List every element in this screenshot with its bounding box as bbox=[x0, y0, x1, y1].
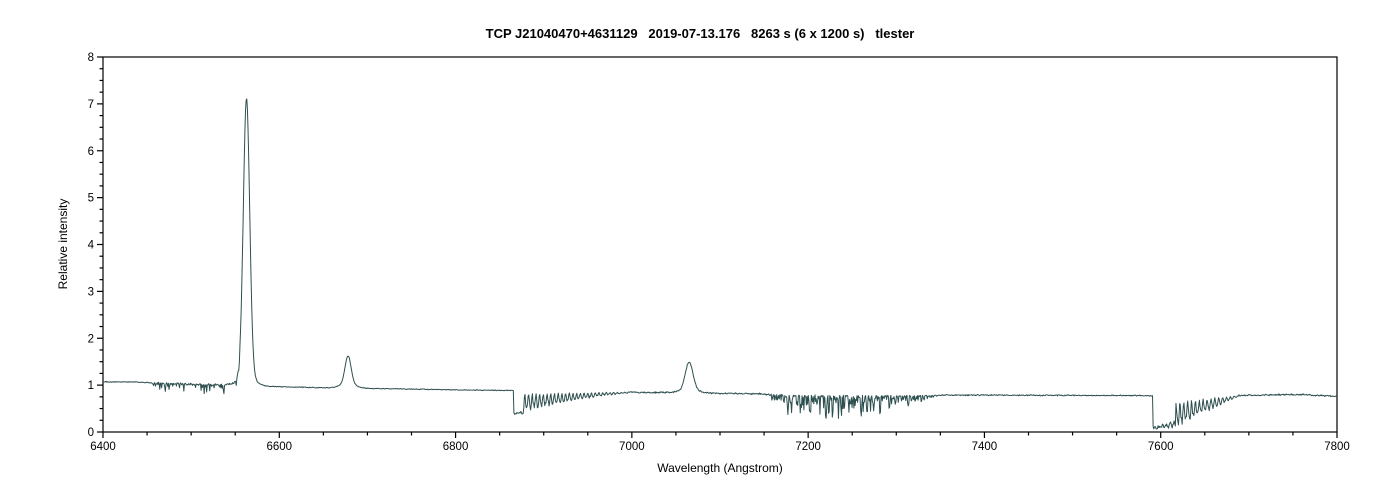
y-tick-label: 2 bbox=[88, 333, 94, 345]
x-tick-label: 7400 bbox=[972, 441, 998, 453]
x-tick-label: 6600 bbox=[266, 441, 292, 453]
y-tick-label: 6 bbox=[88, 146, 94, 158]
y-tick-label: 5 bbox=[88, 193, 94, 205]
x-tick-label: 7600 bbox=[1148, 441, 1174, 453]
y-tick-label: 3 bbox=[88, 286, 94, 298]
y-tick-label: 0 bbox=[88, 427, 94, 439]
spectrum-line bbox=[102, 98, 1338, 430]
x-tick-label: 6400 bbox=[90, 441, 116, 453]
chart-title: TCP J21040470+4631129 2019-07-13.176 826… bbox=[485, 26, 915, 41]
y-tick-label: 4 bbox=[88, 240, 95, 252]
x-axis-label: Wavelength (Angstrom) bbox=[657, 461, 783, 475]
x-tick-label: 7000 bbox=[619, 441, 645, 453]
x-tick-label: 7200 bbox=[795, 441, 821, 453]
y-tick-label: 1 bbox=[88, 380, 94, 392]
x-tick-label: 7800 bbox=[1324, 441, 1350, 453]
y-tick-label: 7 bbox=[88, 99, 94, 111]
plot-frame bbox=[102, 56, 1338, 433]
x-tick-label: 6800 bbox=[443, 441, 469, 453]
y-tick-label: 8 bbox=[88, 52, 94, 64]
